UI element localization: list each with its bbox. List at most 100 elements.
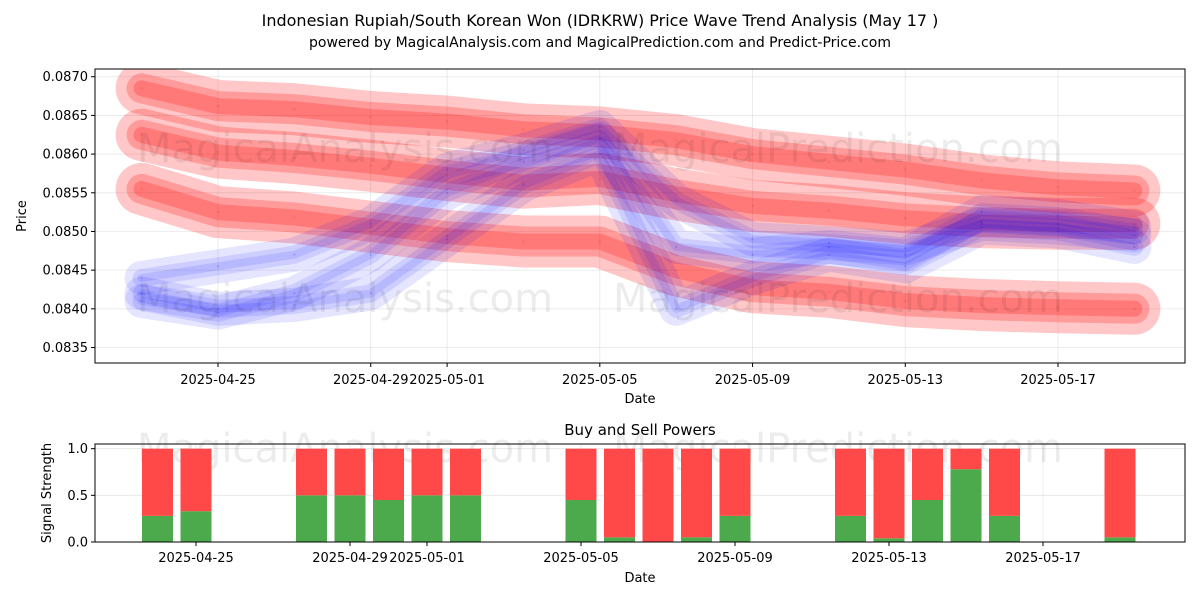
sell-bar: [450, 448, 481, 496]
price-wave-point: [674, 199, 678, 202]
price-wave-point: [598, 177, 602, 181]
price-waves: [115, 69, 1161, 335]
price-wave-point: [1056, 306, 1060, 309]
buy-bar: [1104, 537, 1136, 542]
price-chart-frame: [94, 68, 1186, 364]
price-wave-point: [674, 307, 678, 311]
sell-bar: [604, 448, 635, 538]
price-wave-blue-wave-b-band: [132, 145, 1144, 318]
price-y-tick-label: 0.0860: [43, 148, 89, 163]
price-wave-point: [140, 292, 143, 295]
sell-bar: [373, 448, 404, 500]
price-wave-blue-wave-c-band: [137, 134, 1139, 317]
price-wave-point: [216, 151, 220, 154]
price-wave-point: [369, 164, 372, 167]
buy-bar: [912, 500, 943, 542]
price-wave-point: [140, 133, 143, 136]
buy-bar: [334, 495, 366, 542]
sell-bar: [411, 448, 443, 496]
price-wave-point: [827, 209, 831, 212]
price-wave-point: [598, 152, 602, 156]
price-wave-point: [216, 307, 220, 311]
buy-bar: [835, 515, 866, 542]
price-wave-point: [1056, 230, 1060, 233]
price-wave-point: [827, 160, 831, 164]
buy-bar: [604, 537, 635, 542]
price-wave-point: [293, 216, 296, 219]
price-wave-point: [598, 137, 602, 140]
price-wave-point: [140, 187, 143, 191]
power-x-tick-label: 2025-05-13: [851, 551, 927, 566]
sell-bar: [681, 448, 712, 538]
price-wave-point: [522, 160, 525, 164]
power-bars: [142, 448, 1136, 542]
sell-bar: [296, 448, 327, 496]
sell-bar: [912, 448, 943, 500]
price-wave-blue-wave-b-band: [137, 150, 1139, 313]
price-wave-point: [674, 268, 678, 272]
price-wave-blue-wave-a-band: [124, 110, 1152, 295]
price-wave-point: [751, 276, 754, 280]
price-wave-point: [445, 191, 449, 194]
price-wave-point: [1133, 234, 1136, 237]
price-wave-point: [369, 253, 372, 256]
power-y-tick-label: 0.5: [67, 489, 88, 504]
power-y-tick-label: 0.0: [67, 536, 88, 551]
price-wave-point: [751, 204, 754, 208]
price-wave-point: [980, 226, 983, 229]
price-wave-red-wave-middle-band: [115, 108, 1161, 250]
price-wave-point: [980, 222, 983, 225]
price-wave-point: [445, 120, 449, 123]
watermark-text: MagicalPrediction.com: [613, 276, 1063, 322]
price-wave-blue-wave-b-band: [124, 137, 1152, 326]
sell-bar: [142, 448, 173, 516]
price-wave-point: [598, 125, 602, 129]
price-wave-point: [522, 183, 525, 187]
price-wave-point: [904, 299, 907, 303]
price-wave-point: [522, 181, 525, 184]
sell-bar: [719, 448, 751, 516]
price-wave-point: [216, 265, 220, 268]
chart-subtitle: powered by MagicalAnalysis.com and Magic…: [309, 35, 891, 51]
price-x-tick-label: 2025-05-01: [409, 373, 485, 388]
price-wave-point: [445, 238, 449, 241]
price-wave-point: [827, 290, 831, 294]
price-y-tick-label: 0.0855: [43, 186, 89, 201]
price-wave-point: [1056, 186, 1060, 189]
sell-bar: [835, 448, 866, 516]
price-wave-blue-wave-c-band: [124, 121, 1152, 330]
price-wave-point: [751, 152, 754, 156]
price-wave-point: [140, 299, 143, 303]
watermark-text: MagicalAnalysis.com: [137, 276, 553, 322]
price-wave-point: [904, 253, 907, 256]
price-wave-blue-wave-a-band: [132, 118, 1144, 287]
price-wave-point: [827, 245, 831, 249]
price-wave-point: [293, 292, 296, 295]
price-wave-point: [751, 238, 754, 241]
price-wave-red-wave-middle-band: [133, 126, 1143, 232]
sell-bar: [180, 448, 212, 512]
price-x-tick-label: 2025-05-09: [715, 373, 791, 388]
chart-title: Indonesian Rupiah/South Korean Won (IDRK…: [262, 11, 939, 30]
price-wave-point: [140, 87, 143, 90]
power-x-tick-label: 2025-05-01: [389, 551, 465, 566]
price-wave-red-wave-middle-band: [126, 119, 1150, 239]
price-wave-point: [1056, 226, 1060, 229]
buy-bar: [373, 500, 404, 542]
buy-bar: [296, 495, 327, 542]
price-wave-red-wave-lower-band: [133, 180, 1143, 317]
price-wave-red-wave-upper-band: [115, 69, 1161, 217]
buy-bar: [180, 511, 212, 542]
sell-bar: [334, 448, 366, 496]
price-wave-point: [140, 276, 143, 280]
price-wave-point: [216, 210, 220, 214]
price-wave-point: [1133, 307, 1136, 311]
price-y-tick-label: 0.0840: [43, 302, 89, 317]
price-wave-point: [751, 285, 754, 289]
price-wave-red-wave-upper-band: [126, 73, 1150, 206]
price-wave-point: [216, 311, 220, 314]
price-wave-point: [598, 131, 602, 134]
price-y-tick-label: 0.0870: [43, 70, 89, 85]
buy-bar: [989, 515, 1020, 542]
price-wave-point: [293, 108, 296, 111]
